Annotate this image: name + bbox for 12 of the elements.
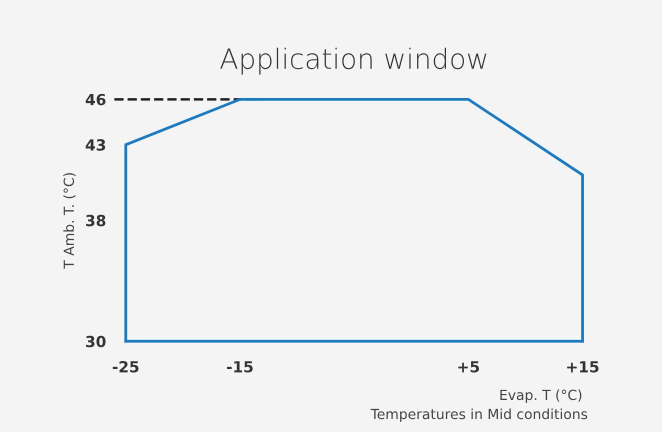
x-tick-label: -15: [227, 361, 253, 373]
y-tick-label: 43: [86, 139, 106, 151]
y-tick-label: 46: [86, 94, 106, 106]
y-tick-label: 30: [86, 336, 106, 348]
text: Temperatures in Mid conditions: [370, 408, 588, 422]
x-axis-title: Evap. T (°C): [500, 389, 582, 403]
chart-title: Application window: [220, 48, 486, 75]
x-tick-label: +15: [567, 361, 599, 373]
x-tick-label: +5: [458, 361, 480, 373]
y-axis-title: T Amb. T. (°C): [63, 173, 76, 269]
y-tick-label: 38: [86, 214, 106, 226]
x-tick-label: -25: [112, 360, 139, 373]
